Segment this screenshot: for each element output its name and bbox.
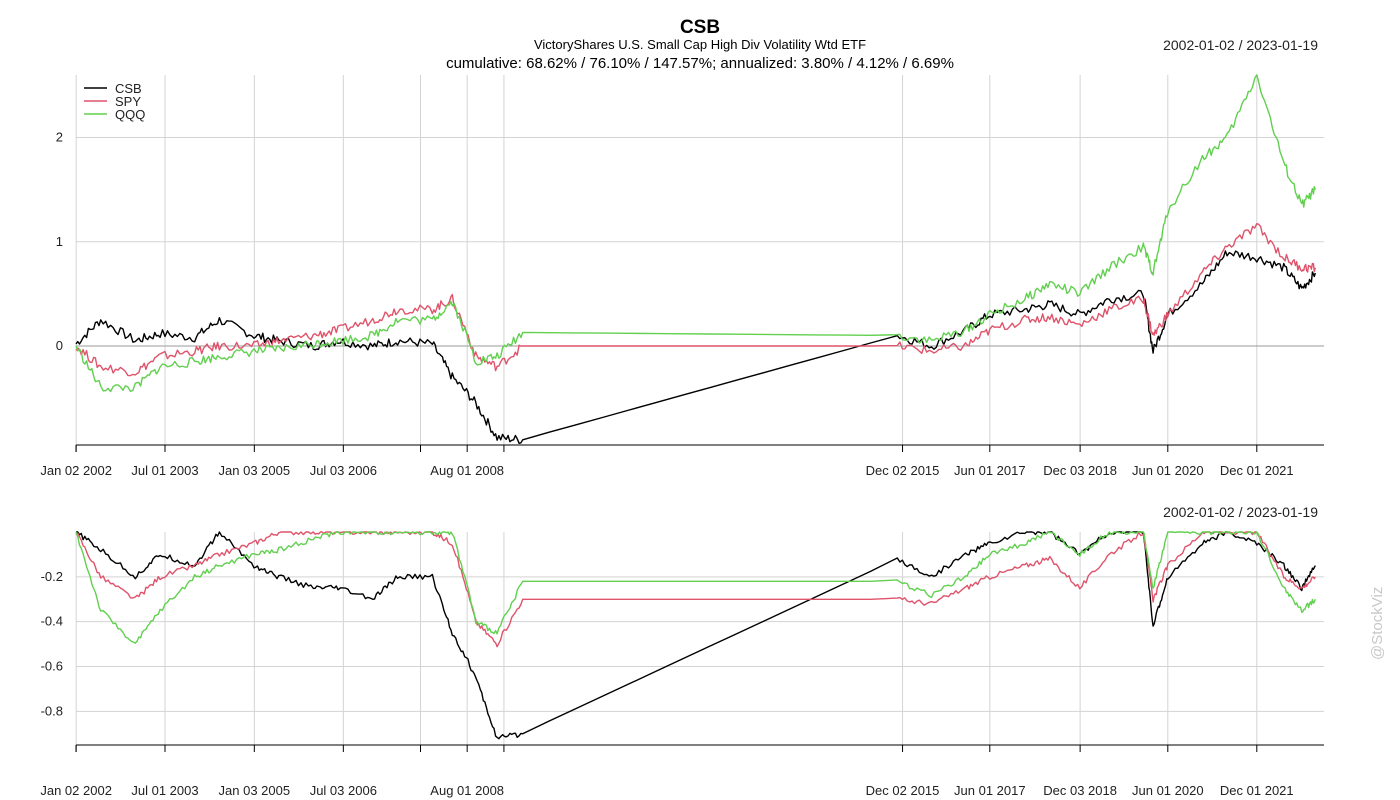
- top-series-spy: [75, 222, 1316, 377]
- top-series-csb: [75, 250, 1316, 444]
- drawdown-xtick-label: Jul 01 2003: [131, 783, 198, 798]
- chart-title: CSB: [679, 17, 721, 38]
- top-xtick-label: Dec 02 2015: [866, 463, 940, 478]
- drawdown-ytick-label: -0.2: [41, 569, 63, 584]
- drawdown-ytick-label: -0.8: [41, 703, 63, 718]
- top-xtick-label: Jan 03 2005: [219, 463, 291, 478]
- drawdown-series-csb: [76, 531, 1316, 740]
- drawdown-series-qqq: [75, 531, 1316, 644]
- drawdown-xtick-label: Jan 03 2005: [219, 783, 291, 798]
- top-series-qqq: [75, 74, 1316, 393]
- drawdown-ytick-label: -0.6: [41, 659, 63, 674]
- top-ytick-label: 0: [56, 338, 63, 353]
- chart-subtitle: VictoryShares U.S. Small Cap High Div Vo…: [533, 37, 867, 52]
- top-xtick-label: Jun 01 2017: [954, 463, 1026, 478]
- date-range-top: 2002-01-02 / 2023-01-19: [1163, 37, 1318, 53]
- drawdown-xtick-label: Jul 03 2006: [310, 783, 377, 798]
- drawdown-xtick-label: Jun 01 2017: [954, 783, 1026, 798]
- cumulative-returns-panel: 0 1 2 Jan 02 2002 Jul 01 2003 Jan 03 2005 Jul …: [40, 74, 1324, 478]
- top-xtick-label: Jul 01 2003: [131, 463, 198, 478]
- top-ytick-label: 1: [56, 234, 63, 249]
- drawdown-xtick-label: Dec 01 2021: [1220, 783, 1294, 798]
- drawdown-xtick-label: Aug 01 2008: [430, 783, 504, 798]
- drawdown-panel: -0.2 -0.4 -0.6 -0.8 Jan 02 2002 Jul 01 2003 Ja…: [40, 531, 1324, 798]
- drawdown-series-spy: [75, 531, 1316, 648]
- top-xtick-label: Aug 01 2008: [430, 463, 504, 478]
- legend-label-qqq: QQQ: [115, 107, 145, 122]
- drawdown-ytick-label: -0.4: [41, 614, 63, 629]
- performance-stats: cumulative: 68.62% / 76.10% / 147.57%; a…: [446, 55, 954, 72]
- top-ytick-label: 2: [56, 130, 63, 145]
- top-xtick-label: Dec 01 2021: [1220, 463, 1294, 478]
- drawdown-xtick-label: Jan 02 2002: [40, 783, 112, 798]
- legend-label-spy: SPY: [115, 94, 141, 109]
- top-xtick-label: Jan 02 2002: [40, 463, 112, 478]
- drawdown-xtick-label: Jun 01 2020: [1132, 783, 1204, 798]
- top-xtick-label: Jul 03 2006: [310, 463, 377, 478]
- drawdown-xtick-label: Dec 02 2015: [866, 783, 940, 798]
- drawdown-xtick-label: Dec 03 2018: [1043, 783, 1117, 798]
- top-xtick-label: Jun 01 2020: [1132, 463, 1204, 478]
- legend-label-csb: CSB: [115, 81, 142, 96]
- date-range-bottom: 2002-01-02 / 2023-01-19: [1163, 504, 1318, 520]
- top-xtick-label: Dec 03 2018: [1043, 463, 1117, 478]
